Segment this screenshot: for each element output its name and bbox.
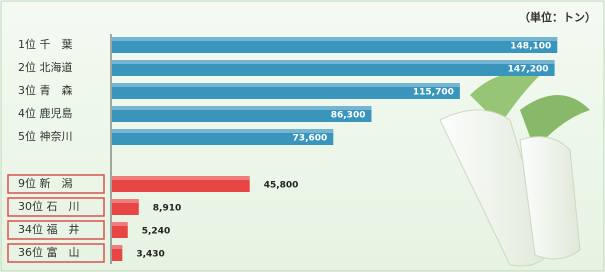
category-label: 34位 福 井 [18, 222, 80, 236]
bar-highlight [112, 222, 128, 226]
bar-highlight [112, 129, 333, 133]
value-label: 45,800 [264, 181, 299, 191]
value-label: 147,200 [508, 65, 549, 75]
bar-highlight [112, 176, 250, 180]
category-label: 1位 千 葉 [18, 37, 73, 51]
bar-highlight [112, 199, 139, 203]
category-label: 9位 新 潟 [18, 176, 73, 190]
category-label: 5位 神奈川 [18, 129, 73, 143]
value-label: 3,430 [136, 250, 164, 260]
bar-highlight [112, 245, 122, 249]
value-label: 8,910 [153, 204, 181, 214]
category-label: 2位 北海道 [18, 60, 73, 74]
bar-highlight [112, 60, 555, 64]
value-label: 5,240 [142, 227, 170, 237]
value-label: 115,700 [413, 88, 454, 98]
category-label: 36位 富 山 [18, 245, 80, 259]
bar-highlight [112, 83, 460, 87]
unit-label: （単位：トン） [519, 10, 596, 24]
category-label: 3位 青 森 [18, 83, 73, 97]
category-label: 4位 鹿児島 [18, 106, 73, 120]
value-label: 73,600 [293, 134, 328, 144]
category-label: 30位 石 川 [18, 199, 80, 213]
chart: （単位：トン） 1位 千 葉 148,100 2位 北海道 147,200 3位 青 森… [0, 0, 605, 272]
bar-highlight [112, 106, 371, 110]
bar-highlight [112, 37, 557, 41]
value-label: 86,300 [331, 111, 366, 121]
value-label: 148,100 [510, 42, 551, 52]
